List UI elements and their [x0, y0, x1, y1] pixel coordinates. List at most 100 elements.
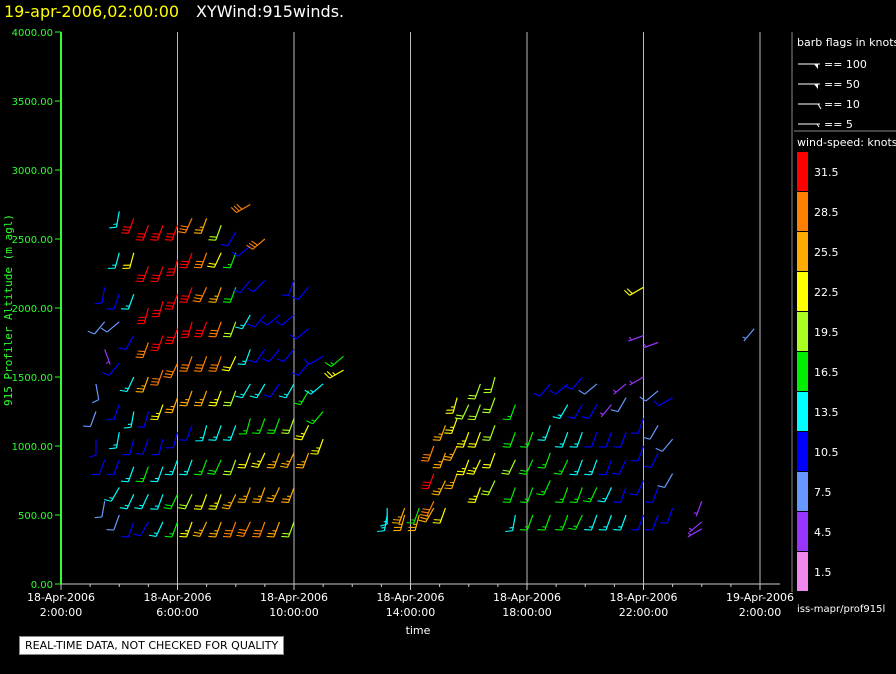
barb-staff [200, 390, 208, 407]
barb-half-flag [153, 532, 158, 535]
wind-barb [518, 459, 534, 475]
wind-barb [179, 425, 193, 441]
barb-staff [229, 252, 237, 269]
barb-staff [619, 514, 627, 531]
barb-staff [451, 418, 458, 434]
barb-staff [244, 349, 251, 365]
barb-staff [215, 494, 222, 510]
barb-flag [291, 371, 299, 376]
legend-barb-pennant [814, 84, 818, 89]
barb-staff [618, 459, 627, 475]
barb-staff [266, 314, 280, 326]
wind-barb [208, 390, 222, 407]
wind-barb [612, 383, 627, 395]
barb-flag [165, 236, 174, 238]
wind-barb [221, 494, 237, 510]
wind-barb [324, 355, 344, 368]
barb-staff [605, 459, 613, 476]
wind-barb [291, 362, 310, 376]
barb-staff [286, 452, 295, 468]
barb-flag [179, 301, 187, 303]
barb-staff [605, 514, 613, 531]
barb-flag [454, 417, 463, 420]
barb-flag [193, 297, 202, 300]
wind-barb [278, 383, 295, 399]
barb-staff [171, 459, 179, 476]
barb-flag [483, 436, 491, 438]
barb-half-flag [271, 494, 276, 497]
barb-flag [210, 329, 218, 332]
legend-speed-label: 7.5 [814, 486, 832, 499]
barb-flag [295, 435, 304, 438]
barb-flag [233, 289, 241, 294]
barb-flag [222, 439, 231, 441]
wind-barb [151, 438, 164, 456]
barb-staff [139, 521, 149, 537]
x-tick-date: 18-Apr-2006 [27, 591, 95, 604]
wind-barb [265, 487, 280, 503]
y-tick-labels: 0.00 500.00 1000.00 1500.00 2000.00 2500.00 30… [12, 28, 61, 591]
wind-barb [291, 286, 310, 301]
wind-barb [94, 287, 106, 305]
barb-flag [520, 469, 528, 472]
barb-staff [244, 487, 251, 503]
wind-barb [179, 459, 193, 476]
barb-flag [483, 463, 491, 466]
wind-barb [166, 432, 179, 449]
barb-half-flag [286, 460, 291, 463]
barb-flag [135, 280, 143, 283]
barb-flag [152, 274, 160, 277]
barb-half-flag [254, 393, 259, 396]
wind-barb [552, 404, 569, 419]
barb-flag [165, 339, 174, 342]
barb-flag [533, 392, 541, 397]
barb-half-flag [602, 497, 607, 500]
barb-staff [287, 521, 295, 538]
legend-color-swatch [797, 392, 808, 431]
wind-barb [624, 286, 644, 296]
barb-staff [317, 438, 324, 455]
wind-barb [455, 431, 470, 448]
barb-staff [186, 287, 193, 303]
barb-flag [613, 446, 621, 448]
barb-flag [193, 266, 202, 269]
barb-flag [598, 473, 607, 476]
wind-barb [119, 494, 135, 510]
barb-flag [467, 446, 475, 448]
y-tick-label: 4000.00 [12, 28, 53, 39]
barb-flag [208, 301, 216, 303]
wind-barb [233, 280, 251, 294]
y-tick-label: 0.00 [31, 580, 53, 591]
barb-flag [254, 529, 262, 532]
x-tick-time: 2:00:00 [40, 606, 82, 619]
barb-half-flag [558, 470, 563, 472]
barb-staff [590, 459, 598, 476]
barb-staff [127, 293, 135, 310]
barb-flag [611, 472, 620, 475]
wind-barb [135, 224, 149, 241]
barb-half-flag [240, 393, 245, 396]
barb-flag [555, 528, 563, 531]
barb-flag [555, 446, 563, 448]
barb-flag [136, 353, 145, 356]
wind-barb [549, 383, 569, 395]
barb-staff [637, 445, 645, 462]
barb-flag [626, 288, 633, 295]
barb-flag [598, 528, 607, 531]
wind-barb [467, 431, 481, 448]
wind-barb [237, 487, 251, 503]
legend-color-swatch [797, 192, 808, 231]
barb-flag [194, 401, 203, 404]
barb-staff [215, 521, 222, 538]
barb-flag [164, 373, 173, 376]
wind-barb [569, 431, 583, 448]
axes [60, 32, 780, 585]
barb-flag [180, 532, 188, 535]
wind-barb [482, 425, 496, 441]
barb-flag [91, 473, 100, 476]
wind-barb [163, 494, 179, 510]
barb-flag [275, 320, 283, 326]
wind-barb [266, 452, 281, 469]
wind-barb [598, 431, 613, 448]
barb-staff [127, 466, 135, 482]
